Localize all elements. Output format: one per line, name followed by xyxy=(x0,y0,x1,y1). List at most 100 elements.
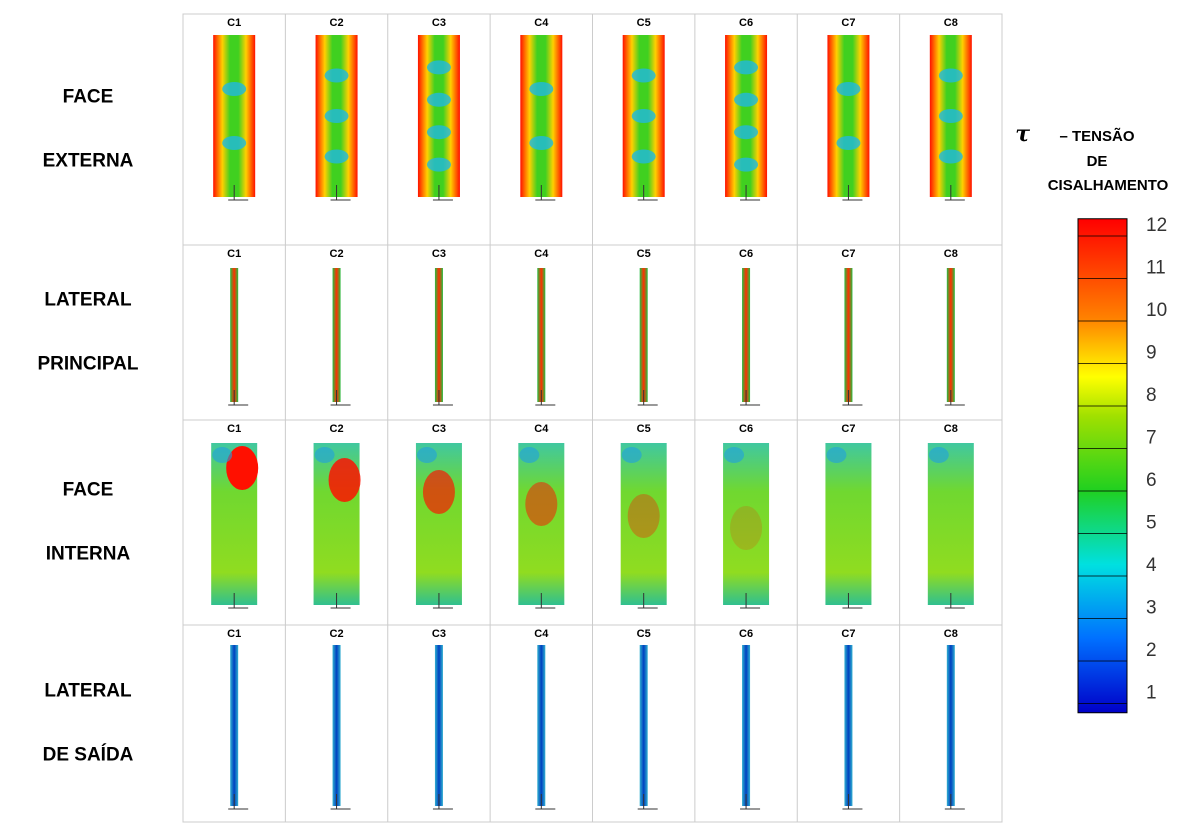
column-label: C2 xyxy=(330,423,344,435)
contour-spot xyxy=(632,69,656,83)
column-label: C2 xyxy=(330,17,344,29)
colorbar-label: 4 xyxy=(1146,555,1157,576)
contour-plot xyxy=(230,268,238,402)
contour-spot xyxy=(826,447,846,463)
contour-spot xyxy=(315,447,335,463)
colorbar-label: 1 xyxy=(1146,683,1157,704)
column-label: C6 xyxy=(739,628,753,640)
contour-plot xyxy=(520,35,562,197)
contour-plot xyxy=(827,35,869,197)
column-label: C1 xyxy=(227,423,241,435)
column-label: C3 xyxy=(432,248,446,260)
contour-plot xyxy=(213,35,255,197)
legend-title: DE xyxy=(1087,153,1108,170)
column-label: C5 xyxy=(637,628,651,640)
column-label: C4 xyxy=(534,423,549,435)
contour-plot xyxy=(640,268,648,402)
contour-plot xyxy=(844,268,852,402)
contour-spot xyxy=(525,482,557,526)
column-label: C1 xyxy=(227,17,241,29)
row-label: INTERNA xyxy=(46,544,131,565)
colorbar-label: 11 xyxy=(1146,258,1166,279)
contour-spot xyxy=(427,158,451,172)
contour-spot xyxy=(734,93,758,107)
column-label: C1 xyxy=(227,248,241,260)
column-label: C6 xyxy=(739,423,753,435)
contour-spot xyxy=(325,150,349,164)
contour-spot xyxy=(836,136,860,150)
colorbar-label: 5 xyxy=(1146,513,1157,534)
column-label: C4 xyxy=(534,17,549,29)
column-label: C8 xyxy=(944,17,958,29)
contour-plot xyxy=(947,645,955,806)
contour-spot xyxy=(212,447,232,463)
contour-plot xyxy=(435,645,443,806)
contour-plot xyxy=(742,268,750,402)
column-label: C8 xyxy=(944,628,958,640)
contour-spot xyxy=(222,82,246,96)
contour-spot xyxy=(939,69,963,83)
row-label: LATERAL xyxy=(44,681,132,702)
contour-plot xyxy=(435,268,443,402)
column-label: C8 xyxy=(944,248,958,260)
contour-spot xyxy=(325,69,349,83)
colorbar-label: 2 xyxy=(1146,640,1157,661)
contour-spot xyxy=(632,109,656,123)
contour-plot xyxy=(537,268,545,402)
column-label: C4 xyxy=(534,248,549,260)
column-label: C3 xyxy=(432,423,446,435)
contour-spot xyxy=(939,150,963,164)
contour-spot xyxy=(628,494,660,538)
legend-symbol: τ xyxy=(1015,121,1030,147)
contour-spot xyxy=(622,447,642,463)
contour-spot xyxy=(939,109,963,123)
legend-title: CISALHAMENTO xyxy=(1048,177,1169,194)
column-label: C7 xyxy=(841,423,855,435)
column-label: C2 xyxy=(330,628,344,640)
contour-plot xyxy=(230,645,238,806)
contour-spot xyxy=(929,447,949,463)
colorbar-label: 12 xyxy=(1146,215,1167,236)
contour-spot xyxy=(423,470,455,514)
colorbar-label: 3 xyxy=(1146,598,1157,619)
column-label: C6 xyxy=(739,248,753,260)
row-label: PRINCIPAL xyxy=(38,354,139,375)
colorbar-label: 9 xyxy=(1146,343,1157,364)
contour-spot xyxy=(427,93,451,107)
legend-title: – TENSÃO xyxy=(1059,127,1134,145)
contour-plot xyxy=(928,443,974,605)
contour-plot xyxy=(537,645,545,806)
contour-spot xyxy=(329,458,361,502)
colorbar-label: 7 xyxy=(1146,428,1157,449)
contour-plot xyxy=(333,268,341,402)
contour-spot xyxy=(222,136,246,150)
contour-spot xyxy=(734,158,758,172)
contour-spot xyxy=(836,82,860,96)
contour-spot xyxy=(734,60,758,74)
row-label: DE SAÍDA xyxy=(43,744,134,766)
row-label: LATERAL xyxy=(44,290,132,311)
contour-spot xyxy=(417,447,437,463)
column-label: C4 xyxy=(534,628,549,640)
contour-spot xyxy=(325,109,349,123)
contour-spot xyxy=(529,136,553,150)
contour-spot xyxy=(730,506,762,550)
contour-plot xyxy=(640,645,648,806)
colorbar-label: 6 xyxy=(1146,470,1157,491)
contour-plot xyxy=(947,268,955,402)
colorbar-label: 8 xyxy=(1146,385,1157,406)
row-label: FACE xyxy=(63,87,114,108)
row-label: FACE xyxy=(63,480,114,501)
column-label: C6 xyxy=(739,17,753,29)
contour-spot xyxy=(632,150,656,164)
contour-plot xyxy=(725,35,767,197)
column-label: C2 xyxy=(330,248,344,260)
contour-spot xyxy=(529,82,553,96)
column-label: C7 xyxy=(841,628,855,640)
column-label: C5 xyxy=(637,423,651,435)
contour-plot xyxy=(416,443,462,605)
row-label: EXTERNA xyxy=(43,151,134,172)
contour-plot xyxy=(742,645,750,806)
figure: τ – TENSÃO DE CISALHAMENTO FACE EXTERNA C1… xyxy=(0,0,1187,824)
column-label: C3 xyxy=(432,628,446,640)
